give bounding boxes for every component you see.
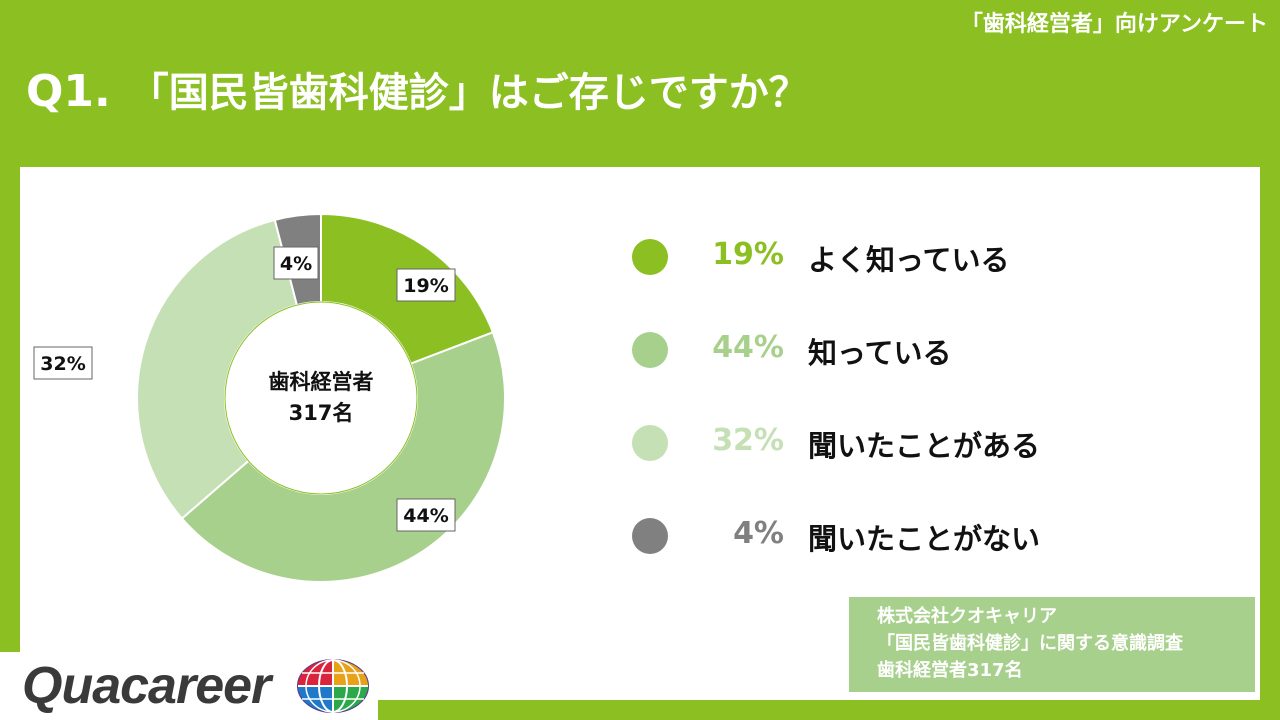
data-label-box xyxy=(33,346,93,380)
center-label-line-2: 317名 xyxy=(289,401,354,425)
legend-label: 知っている xyxy=(808,336,952,370)
legend-dot xyxy=(632,239,668,275)
data-label-box xyxy=(396,268,456,302)
legend-label: 聞いたことがある xyxy=(808,429,1041,463)
center-label-line-1: 歯科経営者 xyxy=(269,370,374,394)
data-label: 32% xyxy=(40,353,85,375)
company-logo-text: Quacareer xyxy=(22,657,271,715)
source-line: 「国民皆歯科健診」に関する意識調査 xyxy=(877,633,1183,654)
data-label: 4% xyxy=(280,253,312,275)
legend-label: よく知っている xyxy=(808,243,1010,277)
survey-tag: 「歯科経営者」向けアンケート xyxy=(960,12,1268,37)
legend-percent: 44% xyxy=(712,330,784,365)
source-line: 歯科経営者317名 xyxy=(877,660,1023,681)
legend-percent: 19% xyxy=(712,237,784,272)
source-box: 株式会社クオキャリア 「国民皆歯科健診」に関する意識調査 歯科経営者317名 xyxy=(849,597,1255,692)
data-label-box xyxy=(273,246,319,280)
data-label: 44% xyxy=(403,505,448,527)
question-text: 「国民皆歯科健診」はご存じですか？ xyxy=(128,70,809,116)
page-title: Q1. 「国民皆歯科健診」はご存じですか？ xyxy=(26,60,809,118)
question-number: Q1. xyxy=(26,66,111,117)
donut-chart: 19% 44% 32% 4% 歯科経営者 317名 xyxy=(33,212,506,583)
legend-dot xyxy=(632,425,668,461)
globe-logo-icon xyxy=(297,659,369,713)
chart-panel: 19% 44% 32% 4% 歯科経営者 317名 19% よく知っている 44% 知… xyxy=(20,167,1260,700)
donut-hole xyxy=(224,301,418,495)
source-line: 株式会社クオキャリア xyxy=(877,606,1057,627)
legend-percent: 32% xyxy=(712,423,784,458)
legend-dot xyxy=(632,518,668,554)
legend-dot xyxy=(632,332,668,368)
legend-label: 聞いたことがない xyxy=(808,522,1041,556)
data-label: 19% xyxy=(403,275,448,297)
logo-area: Quacareer xyxy=(0,652,378,720)
legend-percent: 4% xyxy=(733,516,784,551)
data-label-box xyxy=(396,498,456,532)
